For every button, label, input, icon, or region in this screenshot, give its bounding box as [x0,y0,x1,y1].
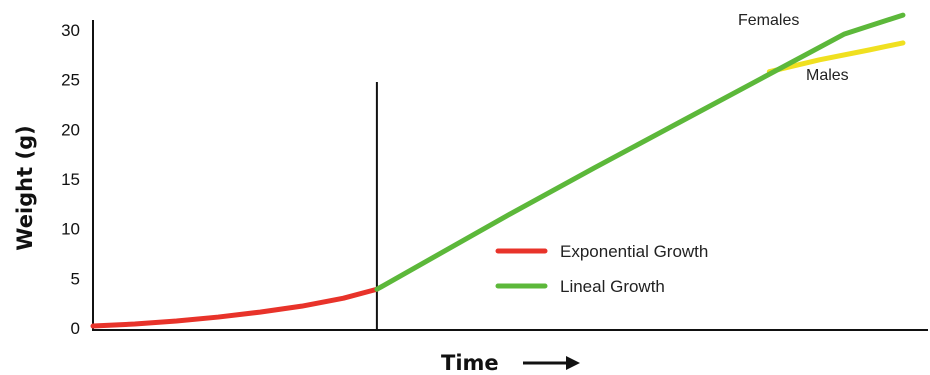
y-tick-label: 30 [61,21,80,40]
y-tick-label: 15 [61,170,80,189]
y-axis-title: Weight (g) [13,125,37,250]
x-axis-arrow-icon [523,356,580,370]
y-tick-label: 5 [71,269,80,288]
y-tick-label: 20 [61,120,80,139]
legend-label-exponential: Exponential Growth [560,242,708,261]
y-tick-labels: 0 5 10 15 20 25 30 [61,21,80,338]
females-annotation: Females [738,12,799,29]
y-tick-label: 25 [61,71,80,90]
series-layer [90,12,906,329]
series-line-males [766,40,906,75]
legend-label-lineal: Lineal Growth [560,277,665,296]
x-axis-title: Time [441,351,499,375]
males-annotation: Males [806,67,849,84]
legend: Exponential Growth Lineal Growth [495,242,708,296]
y-tick-label: 10 [61,220,80,239]
y-tick-label: 0 [71,319,80,338]
series-line-lineal-growth [374,12,906,292]
series-line-exponential-growth [90,286,380,329]
